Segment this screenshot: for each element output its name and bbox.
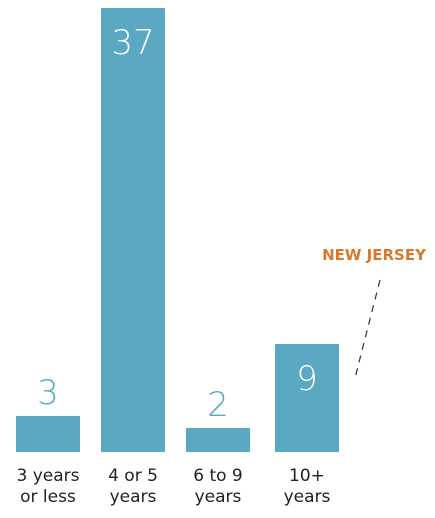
bar bbox=[101, 8, 165, 452]
value-label: 9 bbox=[296, 359, 318, 399]
x-tick-label: 6 to 9 years bbox=[193, 466, 243, 507]
bar bbox=[186, 428, 250, 452]
bar bbox=[275, 344, 339, 452]
x-tick-label: 3 years or less bbox=[16, 466, 80, 507]
annotation-leader bbox=[354, 279, 381, 379]
value-label: 37 bbox=[111, 23, 154, 63]
value-label: 2 bbox=[207, 385, 229, 425]
x-tick-label: 10+ years bbox=[283, 466, 331, 507]
value-label: 3 bbox=[37, 373, 59, 413]
annotation: NEW JERSEY bbox=[322, 246, 426, 264]
x-tick-label: 4 or 5 years bbox=[108, 466, 158, 507]
bar bbox=[16, 416, 80, 452]
